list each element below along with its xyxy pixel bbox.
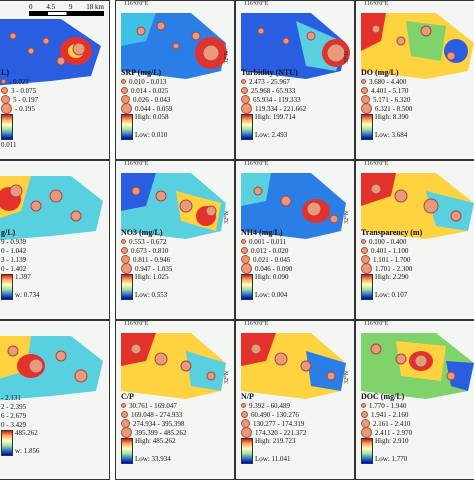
legend: DOC (mg/L) 1.770 - 1.940 1.941 - 2.160 2… — [361, 392, 413, 464]
color-ramp — [241, 274, 253, 300]
panel-turbidity: 116°0'0"E Turbidity (NTU) 2.473 - 25.967… — [235, 0, 355, 160]
color-ramp — [361, 274, 373, 300]
lake-map — [241, 13, 350, 79]
lake-map — [0, 176, 103, 241]
panel-cp: 116°0'0"E C/P 30.761 - 169.047 169.048 -… — [115, 320, 235, 480]
color-ramp — [121, 438, 133, 464]
legend: Transparency (m) 0.100 - 0.400 0.401 - 1… — [361, 228, 423, 300]
legend: SRP (mg/L) 0.010 - 0.013 0.014 - 0.025 0… — [121, 68, 173, 140]
panel-p1: 0 4.5 9 18 km L) - 0.022 3 - 0.075 5 - 0.19… — [0, 0, 110, 160]
lake-map — [0, 19, 101, 86]
legend: - 2.131 2 - 2.395 6 - 2.679 0 - 3.429 48… — [1, 393, 40, 456]
color-ramp — [121, 114, 133, 140]
legend: Turbidity (NTU) 2.473 - 25.967 25.968 - … — [241, 68, 307, 140]
panel-srp: 116°0'0"E SRP (mg/L) 0.010 - 0.013 0.014… — [115, 0, 235, 160]
panel-no3: 116°0'0"E NO3 (mg/L) 0.553 - 0.672 0.673… — [115, 160, 235, 320]
color-ramp — [1, 430, 13, 456]
lake-map — [361, 173, 474, 239]
color-ramp — [121, 274, 133, 300]
color-ramp — [1, 274, 13, 300]
lake-map — [241, 333, 346, 399]
panel-p5: g/L) 9 - 0.939 0 - 1.042 3 - 1.139 0 - 1… — [0, 160, 110, 320]
panel-transparency: 116°0'0"E Transparency (m) 0.100 - 0.400… — [355, 160, 474, 320]
panel-do: 116°0'0"E DO (mg/L) 3.680 - 4.400 4.401 … — [355, 0, 474, 160]
lake-map — [121, 13, 227, 79]
lake-map — [361, 333, 474, 399]
color-ramp — [1, 114, 13, 140]
lake-map — [361, 13, 474, 79]
panel-nh4: 116°0'0"E NH4 (mg/L) 0.001 - 0.011 0.012… — [235, 160, 355, 320]
legend: NO3 (mg/L) 0.553 - 0.672 0.673 - 0.810 0… — [121, 228, 173, 300]
lake-map — [121, 333, 226, 399]
lake-map — [241, 173, 346, 239]
panel-np: 116°0'0"E N/P 9.392 - 60.489 60.490 - 13… — [235, 320, 355, 480]
panel-doc: 116°0'0"E DOC (mg/L) 1.770 - 1.940 1.941… — [355, 320, 474, 480]
legend: g/L) 9 - 0.939 0 - 1.042 3 - 1.139 0 - 1… — [1, 228, 40, 300]
panel-p9: - 2.131 2 - 2.395 6 - 2.679 0 - 3.429 48… — [0, 320, 110, 480]
legend: N/P 9.392 - 60.489 60.490 - 130.276 130.… — [241, 392, 307, 464]
legend: NH4 (mg/L) 0.001 - 0.011 0.012 - 0.020 0… — [241, 228, 293, 300]
color-ramp — [241, 438, 253, 464]
legend: C/P 30.761 - 169.047 169.048 - 274.933 2… — [121, 392, 187, 464]
legend: L) - 0.022 3 - 0.075 5 - 0.197 - 0.195 0… — [1, 68, 39, 149]
color-ramp — [361, 114, 373, 140]
lake-map — [0, 336, 103, 401]
lake-map — [121, 173, 226, 239]
legend: DO (mg/L) 3.680 - 4.400 4.401 - 5.170 5.… — [361, 68, 413, 140]
color-ramp — [361, 438, 373, 464]
scale-bar: 0 4.5 9 18 km — [29, 3, 104, 16]
color-ramp — [241, 114, 253, 140]
